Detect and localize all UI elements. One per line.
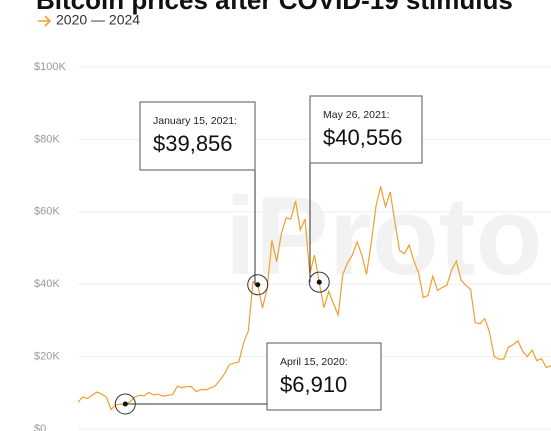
y-tick-label: $0 [34,423,46,431]
y-tick-label: $100K [34,61,66,73]
price-line [77,186,551,411]
annotation-value: $39,856 [153,131,233,156]
annotation-box [266,342,382,411]
highlight-point [122,401,128,407]
annotation-box [309,95,423,164]
highlight-ring [308,271,330,293]
y-tick-label: $40K [34,278,60,290]
y-tick-label: $60K [34,206,60,218]
highlight-point [316,279,322,285]
annotation-box [139,101,256,171]
subtitle: 2020 — 2024 [56,12,140,28]
highlight-point [255,282,261,288]
annotation-value: $40,556 [323,125,403,150]
watermark: iProto [225,175,543,298]
arrow-icon [38,15,52,27]
annotation-value: $6,910 [280,372,347,397]
annotation-date: April 15, 2020: [280,356,348,368]
annotation-date: January 15, 2021: [153,115,237,127]
highlight-ring [114,393,136,415]
annotation-date: May 26, 2021: [323,109,390,121]
highlight-ring [247,274,269,296]
chart-title: Bitcoin prices after COVID-19 stimulus [36,0,513,15]
y-tick-label: $80K [34,133,60,145]
y-tick-label: $20K [34,351,60,363]
